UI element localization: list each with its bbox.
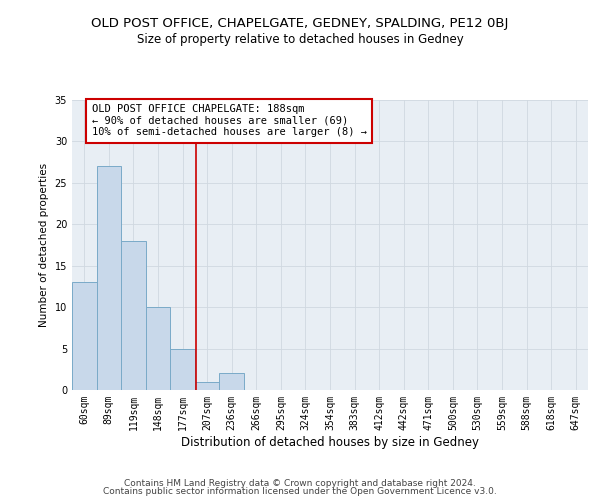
Bar — [170, 348, 195, 390]
Bar — [97, 166, 121, 390]
Bar — [146, 307, 170, 390]
Text: Contains HM Land Registry data © Crown copyright and database right 2024.: Contains HM Land Registry data © Crown c… — [124, 478, 476, 488]
Bar — [121, 241, 146, 390]
Text: OLD POST OFFICE, CHAPELGATE, GEDNEY, SPALDING, PE12 0BJ: OLD POST OFFICE, CHAPELGATE, GEDNEY, SPA… — [91, 18, 509, 30]
Text: OLD POST OFFICE CHAPELGATE: 188sqm
← 90% of detached houses are smaller (69)
10%: OLD POST OFFICE CHAPELGATE: 188sqm ← 90%… — [92, 104, 367, 138]
Text: Contains public sector information licensed under the Open Government Licence v3: Contains public sector information licen… — [103, 487, 497, 496]
Bar — [72, 282, 97, 390]
Bar — [220, 374, 244, 390]
Text: Size of property relative to detached houses in Gedney: Size of property relative to detached ho… — [137, 32, 463, 46]
Bar — [195, 382, 220, 390]
X-axis label: Distribution of detached houses by size in Gedney: Distribution of detached houses by size … — [181, 436, 479, 448]
Y-axis label: Number of detached properties: Number of detached properties — [39, 163, 49, 327]
